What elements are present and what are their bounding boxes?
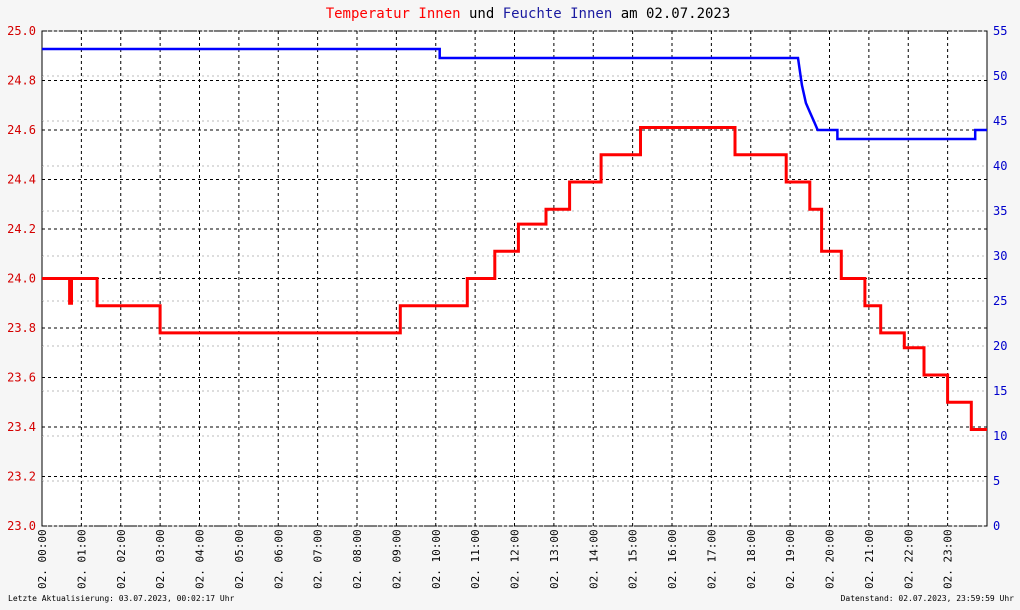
x-tick-label-1: 02. 01:00 — [75, 529, 88, 589]
x-tick-label-18: 02. 18:00 — [745, 529, 758, 589]
footer-data-status: Datenstand: 02.07.2023, 23:59:59 Uhr — [841, 594, 1015, 603]
y-right-tick-label-5: 25 — [993, 294, 1007, 308]
x-tick-label-13: 02. 13:00 — [548, 529, 561, 589]
y-right-tick-label-7: 35 — [993, 204, 1007, 218]
x-tick-label-5: 02. 05:00 — [233, 529, 246, 589]
x-tick-label-4: 02. 04:00 — [194, 529, 207, 589]
y-right-tick-label-8: 40 — [993, 159, 1007, 173]
grid-lines — [41, 30, 987, 527]
y-left-tick-label-3: 23.6 — [7, 371, 36, 385]
title-temperature: Temperatur Innen — [326, 6, 461, 22]
y-left-tick-label-2: 23.4 — [7, 420, 36, 434]
x-tick-label-20: 02. 20:00 — [824, 529, 837, 589]
y-right-tick-label-6: 30 — [993, 249, 1007, 263]
x-tick-label-8: 02. 08:00 — [351, 529, 364, 589]
x-tick-label-15: 02. 15:00 — [627, 529, 640, 589]
series-line-humidity — [42, 47, 987, 141]
y-right-tick-label-0: 0 — [993, 519, 1000, 533]
x-tick-label-0: 02. 00:00 — [36, 529, 49, 589]
title-und: und — [461, 6, 503, 22]
x-tick-label-16: 02. 16:00 — [666, 529, 679, 589]
y-left-tick-label-10: 25.0 — [7, 24, 36, 38]
y-right-tick-label-1: 5 — [993, 474, 1000, 488]
series-line-temperature — [42, 126, 987, 431]
y-right-tick-label-3: 15 — [993, 384, 1007, 398]
y-left-tick-label-4: 23.8 — [7, 321, 36, 335]
y-right-tick-label-11: 55 — [993, 24, 1007, 38]
x-tick-label-7: 02. 07:00 — [312, 529, 325, 589]
x-tick-label-22: 02. 22:00 — [902, 529, 915, 589]
y-left-tick-label-9: 24.8 — [7, 74, 36, 88]
x-tick-label-21: 02. 21:00 — [863, 529, 876, 589]
footer-last-update: Letzte Aktualisierung: 03.07.2023, 00:02… — [8, 594, 235, 603]
x-tick-label-9: 02. 09:00 — [390, 529, 403, 589]
title-date: am 02.07.2023 — [612, 6, 730, 22]
y-right-tick-label-2: 10 — [993, 429, 1007, 443]
x-tick-label-23: 02. 23:00 — [942, 529, 955, 589]
x-tick-label-14: 02. 14:00 — [587, 529, 600, 589]
title-humidity: Feuchte Innen — [503, 6, 613, 22]
series-layer — [42, 47, 987, 431]
x-tick-label-6: 02. 06:00 — [272, 529, 285, 589]
chart-title: Temperatur Innen und Feuchte Innen am 02… — [326, 6, 731, 22]
y-right-tick-label-10: 50 — [993, 69, 1007, 83]
x-tick-label-10: 02. 10:00 — [430, 529, 443, 589]
y-left-tick-label-6: 24.2 — [7, 222, 36, 236]
y-left-tick-label-1: 23.2 — [7, 470, 36, 484]
y-left-tick-label-5: 24.0 — [7, 272, 36, 286]
x-tick-label-19: 02. 19:00 — [784, 529, 797, 589]
axis-labels: 23.0 23.2 23.4 23.6 23.8 24.0 24.2 24.4 24.6 24.8… — [7, 24, 1007, 589]
y-right-tick-label-4: 20 — [993, 339, 1007, 353]
y-left-tick-label-8: 24.6 — [7, 123, 36, 137]
y-right-tick-label-9: 45 — [993, 114, 1007, 128]
x-tick-label-3: 02. 03:00 — [154, 529, 167, 589]
y-left-tick-label-0: 23.0 — [7, 519, 36, 533]
x-tick-label-12: 02. 12:00 — [509, 529, 522, 589]
y-left-tick-label-7: 24.4 — [7, 173, 36, 187]
x-tick-label-11: 02. 11:00 — [469, 529, 482, 589]
x-tick-label-2: 02. 02:00 — [115, 529, 128, 589]
x-tick-label-17: 02. 17:00 — [705, 529, 718, 589]
